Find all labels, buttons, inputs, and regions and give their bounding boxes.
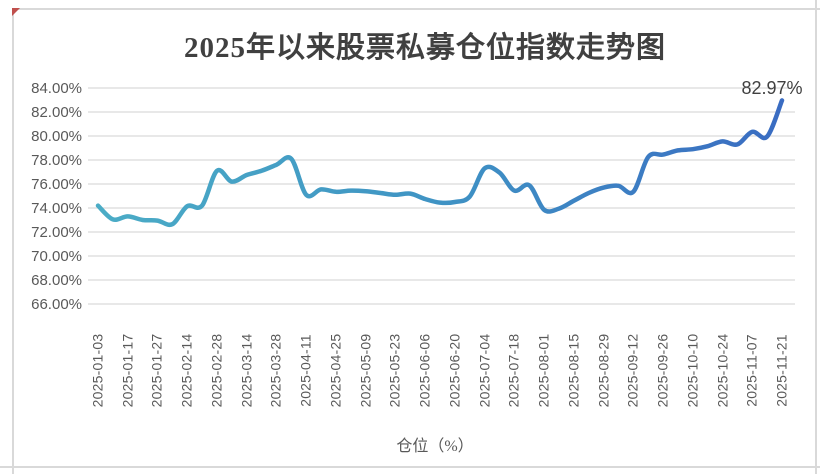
x-axis-tick-label: 2025-08-01 (535, 333, 552, 408)
x-axis-tick-label: 2025-04-11 (297, 334, 314, 407)
x-axis-tick-label: 2025-08-29 (595, 333, 612, 408)
y-axis-tick-label: 74.00% (31, 200, 82, 217)
cell-border-bottom (0, 466, 820, 468)
x-axis-tick-label: 2025-06-06 (416, 333, 433, 408)
legend-label: 仓位（%） (396, 438, 474, 455)
x-axis-tick-label: 2025-02-14 (178, 333, 195, 408)
x-axis-tick-label: 2025-02-28 (208, 333, 225, 408)
legend: 仓位（%） (0, 433, 820, 455)
y-axis-tick-label: 78.00% (31, 152, 82, 169)
legend-line-sample (346, 441, 393, 447)
x-axis-tick-label: 2025-09-12 (624, 333, 641, 408)
cell-border-right (815, 0, 817, 474)
x-axis-tick-label: 2025-01-27 (148, 333, 165, 408)
x-axis-tick-label: 2025-03-14 (238, 333, 255, 408)
position-index-line (95, 98, 785, 228)
y-axis-tick-label: 82.00% (31, 104, 82, 121)
chart-title: 2025年以来股票私募仓位指数走势图 (183, 32, 666, 64)
y-axis-tick-label: 76.00% (31, 176, 82, 193)
x-axis-tick-label: 2025-01-17 (119, 333, 136, 408)
x-axis-tick-label: 2025-10-10 (684, 333, 701, 408)
x-axis-tick-label: 2025-09-26 (654, 333, 671, 408)
x-axis-tick-label: 2025-08-15 (565, 333, 582, 408)
x-axis-tick-label: 2025-01-03 (89, 333, 106, 408)
x-axis-tick-label: 2025-11-21 (773, 334, 790, 407)
x-axis-tick-label: 2025-07-04 (476, 333, 493, 408)
x-axis-tick-label: 2025-10-24 (714, 333, 731, 408)
cell-border-top (12, 8, 820, 10)
gridlines (88, 87, 795, 305)
y-axis-tick-label: 68.00% (31, 272, 82, 289)
x-axis-tick-label: 2025-05-23 (386, 333, 403, 408)
y-axis-tick-label: 80.00% (31, 128, 82, 145)
x-axis-tick-label: 2025-03-28 (267, 333, 284, 408)
x-axis-tick-label: 2025-04-25 (327, 333, 344, 408)
y-axis-tick-label: 70.00% (31, 248, 82, 265)
cell-border-left (12, 8, 14, 474)
last-point-data-label: 82.97% (741, 78, 803, 98)
x-axis-tick-label: 2025-06-20 (446, 333, 463, 408)
x-axis-tick-label: 2025-11-07 (743, 334, 760, 407)
y-axis-tick-label: 84.00% (31, 80, 82, 97)
x-axis-tick-label: 2025-05-09 (357, 333, 374, 408)
red-corner-marker (12, 8, 20, 16)
x-axis-tick-label: 2025-07-18 (505, 333, 522, 408)
y-axis-tick-label: 66.00% (31, 296, 82, 313)
y-axis-tick-label: 72.00% (31, 224, 82, 241)
